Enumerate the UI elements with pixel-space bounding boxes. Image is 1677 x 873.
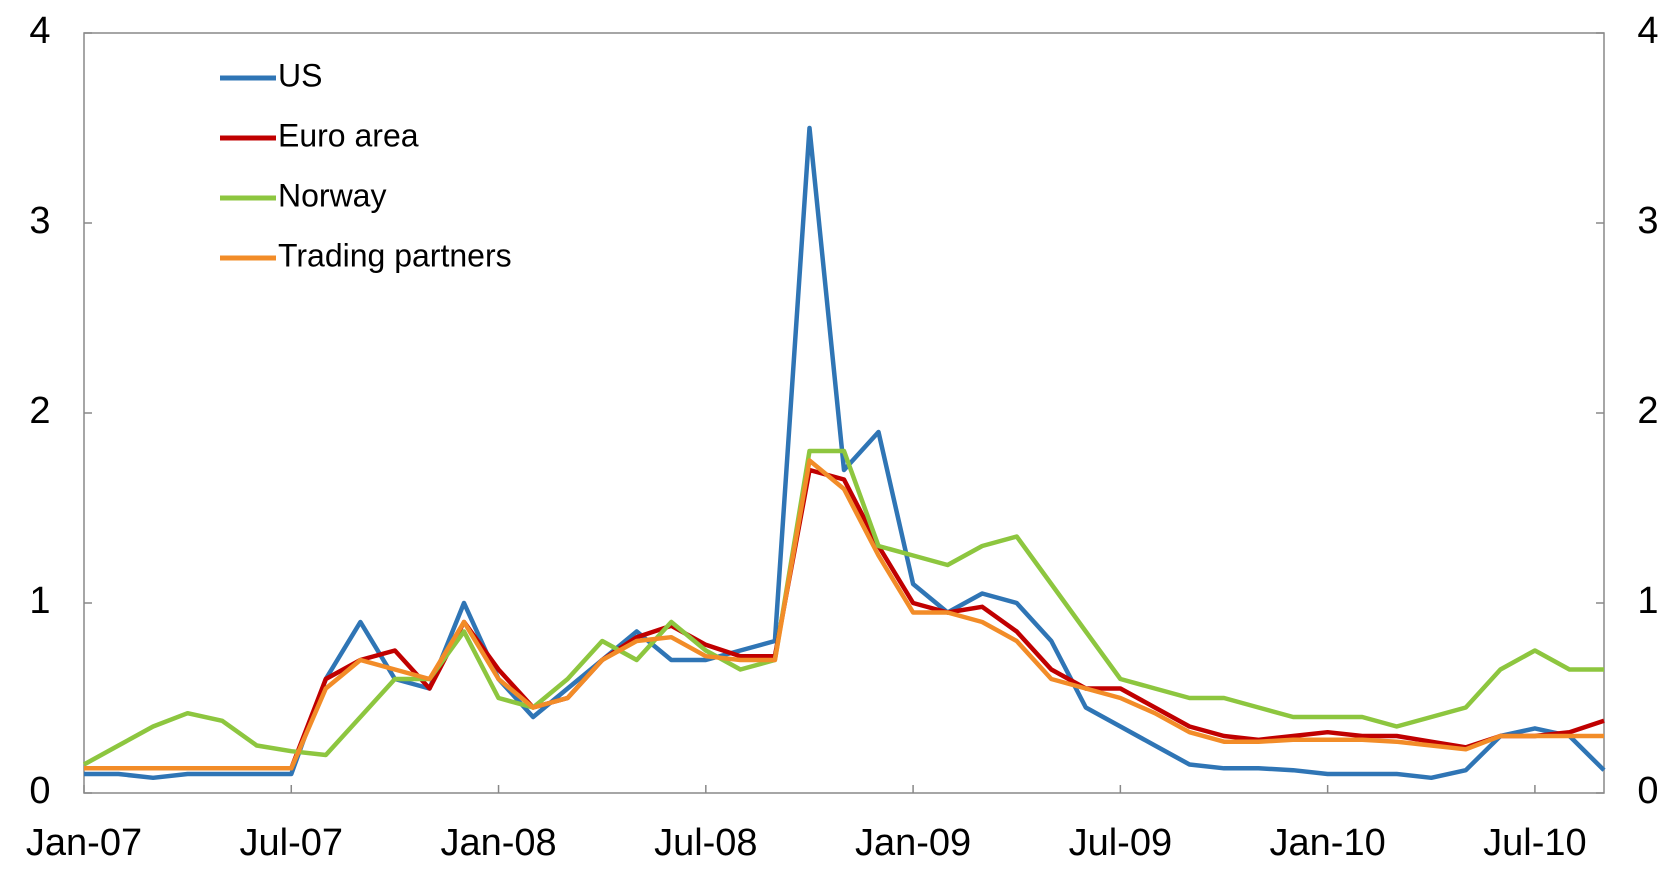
series-line: [82, 448, 1604, 767]
y-tick-label: 3: [29, 200, 50, 242]
y-tick-label: 1: [29, 580, 50, 622]
y2-tick-label: 4: [1637, 10, 1658, 52]
series-line: [84, 467, 1605, 771]
y2-tick-label: 0: [1637, 770, 1658, 812]
y-tick-label: 2: [29, 390, 50, 432]
x-tick-label: Jan-08: [440, 822, 556, 864]
legend-label: Norway: [278, 177, 386, 213]
y-tick-label: 0: [29, 770, 50, 812]
x-tick-label: Jan-09: [855, 822, 971, 864]
x-tick-label: Jul-10: [1483, 822, 1587, 864]
legend-label: Trading partners: [278, 237, 512, 273]
x-tick-label: Jan-07: [26, 822, 142, 864]
y2-tick-label: 2: [1637, 390, 1658, 432]
y2-tick-label: 1: [1637, 580, 1658, 622]
legend-label: Euro area: [278, 117, 419, 153]
series-line: [84, 125, 1606, 781]
series-line: [84, 458, 1604, 771]
x-tick-label: Jul-09: [1069, 822, 1173, 864]
x-tick-label: Jul-08: [654, 822, 758, 864]
y2-tick-label: 3: [1637, 200, 1658, 242]
legend-label: US: [278, 57, 322, 93]
x-tick-label: Jan-10: [1270, 822, 1386, 864]
x-tick-label: Jul-07: [240, 822, 344, 864]
y-tick-label: 4: [29, 10, 50, 52]
